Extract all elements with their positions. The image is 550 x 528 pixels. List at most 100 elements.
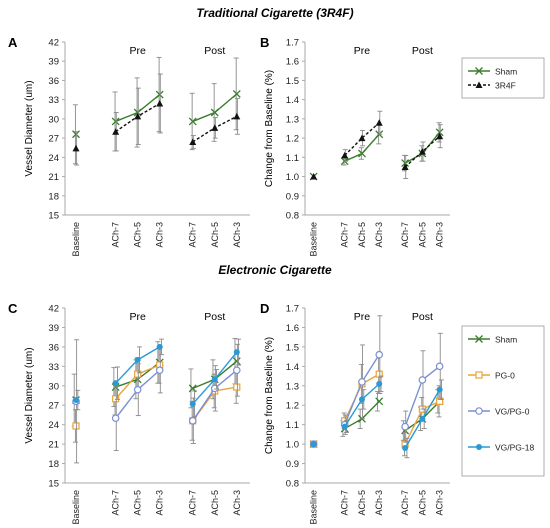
y-axis-label-d: Change from Baseline (%) [264, 337, 275, 454]
series-line [115, 364, 160, 400]
panel-c: C 15 18 21 24 27 30 33 36 39 42 Vessel Diameter (um… [8, 301, 250, 525]
series-a-sham [72, 56, 241, 165]
y-tick-label-c: 15 [48, 479, 59, 490]
legend-label: Sham [495, 67, 517, 77]
y-tick-label-d: 1.4 [286, 362, 299, 373]
x-tick-label-c: ACh-3 [232, 490, 242, 516]
series-line [344, 400, 380, 430]
y-tick-label-d: 1.0 [286, 440, 299, 451]
data-point [156, 100, 164, 107]
panel-letter-d: D [260, 301, 269, 316]
data-point [436, 132, 444, 140]
y-tick-label-b: 0.8 [286, 211, 299, 222]
legend-marker [475, 81, 483, 88]
x-tick-label-a: ACh-3 [155, 222, 165, 248]
data-point [112, 128, 120, 135]
data-point [402, 445, 409, 451]
x-tick-label-a: Baseline [71, 222, 81, 257]
y-tick-label-b: 1.6 [286, 57, 299, 68]
y-tick-label-d: 0.8 [286, 479, 299, 490]
y-tick-label-c: 36 [48, 342, 59, 353]
y-tick-label-d: 1.2 [286, 401, 299, 412]
series-line [404, 131, 441, 164]
y-tick-label-a: 39 [48, 57, 59, 68]
legend-label: VG/PG-18 [495, 443, 534, 453]
legend-marker [476, 444, 482, 450]
panel-letter-b: B [260, 35, 269, 50]
y-tick-label-a: 18 [48, 191, 59, 202]
x-tick-label-d: ACh-3 [435, 490, 445, 516]
x-tick-label-d: ACh-3 [374, 490, 384, 516]
group-label-c: Post [204, 311, 225, 323]
data-point [418, 148, 426, 155]
y-tick-label-b: 0.9 [286, 191, 299, 202]
x-tick-label-b: ACh-3 [435, 222, 445, 248]
data-point [133, 385, 142, 394]
series-a-r3r4f [72, 73, 241, 166]
series-d-vgpg0 [309, 315, 444, 448]
y-tick-label-c: 21 [48, 440, 59, 451]
data-point [133, 108, 142, 117]
x-tick-label-a: ACh-7 [188, 222, 198, 248]
data-point [210, 108, 219, 117]
data-point [375, 350, 384, 359]
x-tick-label-b: ACh-5 [417, 222, 427, 248]
x-tick-label-a: ACh-3 [232, 222, 242, 248]
data-point [233, 349, 240, 356]
panel-letter-c: C [8, 301, 18, 316]
panel-b: B 0.8 0.9 1.0 1.1 1.2 1.3 1.4 1.5 1.6 1.7 Change fr… [260, 35, 545, 257]
series-d-vgpg18 [310, 375, 444, 459]
y-tick-label-b: 1.7 [286, 38, 299, 49]
x-tick-label-b: Baseline [309, 222, 319, 257]
x-tick-label-d: ACh-5 [417, 490, 427, 516]
y-tick-label-a: 15 [48, 211, 59, 222]
series-line [115, 346, 161, 384]
x-tick-label-d: ACh-7 [340, 490, 350, 516]
legend-d: Sham PG-0 VG/PG-0 VG/PG-18 [461, 325, 545, 477]
y-tick-label-d: 1.3 [286, 381, 299, 392]
group-label-d: Post [412, 311, 433, 323]
group-label-a: Post [204, 45, 225, 57]
group-label-d: Pre [354, 311, 371, 323]
data-point [233, 112, 241, 120]
series-line [192, 360, 238, 390]
x-tick-label-d: Baseline [309, 490, 319, 525]
data-point [376, 380, 383, 387]
y-tick-label-c: 42 [48, 304, 59, 315]
series-c-vgpg0 [72, 339, 241, 464]
legend-marker [475, 67, 483, 75]
data-point [134, 356, 141, 363]
legend-marker [475, 335, 483, 343]
y-axis-label-b: Change from Baseline (%) [264, 70, 275, 187]
data-point [435, 362, 444, 371]
data-point [358, 396, 365, 403]
data-point [156, 343, 163, 350]
y-tick-label-a: 21 [48, 172, 59, 183]
data-point [401, 422, 409, 431]
legend-box [461, 57, 545, 99]
x-tick-label-b: ACh-7 [400, 222, 410, 248]
data-point [155, 90, 164, 99]
data-point [72, 422, 80, 430]
data-point [358, 149, 366, 158]
y-tick-label-c: 39 [48, 323, 59, 334]
x-tick-label-c: ACh-7 [188, 490, 198, 516]
series-c-pg0 [72, 346, 241, 443]
series-c-vgpg18 [73, 338, 242, 418]
x-tick-label-b: ACh-3 [374, 222, 384, 248]
data-point [211, 376, 218, 383]
x-tick-label-c: ACh-5 [210, 490, 220, 516]
data-point [418, 376, 427, 384]
x-tick-label-b: ACh-5 [357, 222, 367, 248]
y-tick-label-d: 0.9 [286, 459, 299, 470]
data-point [72, 144, 80, 152]
group-label-b: Post [412, 45, 433, 57]
legend-label: Sham [495, 335, 517, 345]
panel-d: D 0.8 0.9 1.0 1.1 1.2 1.3 1.4 1.5 1.6 1.7 Change fr… [260, 301, 545, 525]
data-point [436, 397, 444, 405]
y-axis-label-a: Vessel Diameter (um) [24, 80, 35, 176]
group-label-a: Pre [130, 45, 147, 57]
y-tick-label-c: 27 [48, 401, 59, 412]
data-point [112, 395, 120, 403]
